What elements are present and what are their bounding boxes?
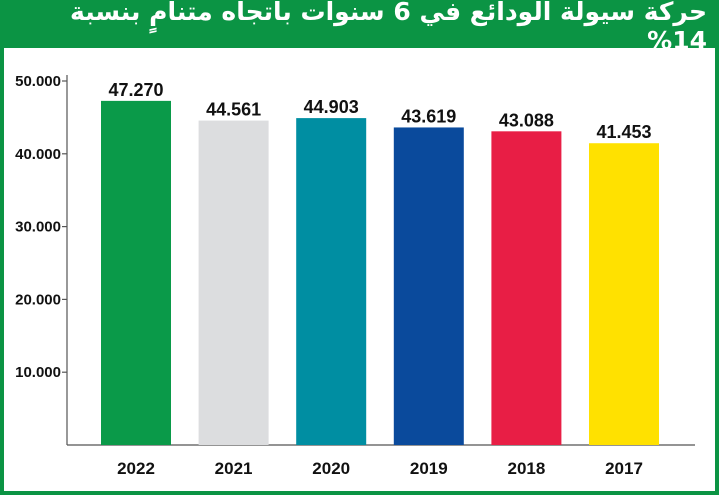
chart-title-bar: حركة سيولة الودائع في 6 سنوات باتجاه متن…	[4, 0, 715, 55]
data-label-2017: 41.453	[596, 122, 651, 142]
data-label-2019: 43.619	[401, 106, 456, 126]
y-tick-label: 10.000	[15, 364, 61, 381]
x-label-2022: 2022	[117, 459, 155, 478]
bar-series	[101, 100, 659, 446]
bar-2022	[101, 100, 171, 446]
x-label-2018: 2018	[507, 459, 545, 478]
y-tick-label: 50.000	[15, 73, 61, 90]
data-label-2022: 47.270	[108, 80, 163, 100]
x-label-2021: 2021	[215, 459, 253, 478]
chart-title: حركة سيولة الودائع في 6 سنوات باتجاه متن…	[70, 0, 707, 55]
bar-2018	[491, 131, 562, 445]
x-axis-labels: 2022 2021 2020 2019 2018 2017	[117, 459, 643, 478]
data-label-2020: 44.903	[304, 97, 359, 117]
y-tick-label: 20.000	[15, 291, 61, 308]
bar-2021	[198, 120, 269, 445]
y-tick-label: 30.000	[15, 219, 61, 236]
bar-2017	[589, 143, 659, 445]
bar-2019	[393, 127, 464, 446]
x-label-2019: 2019	[410, 459, 448, 478]
y-tick-label: 40.000	[15, 146, 61, 163]
bar-chart: 10.000 20.000 30.000 40.000 50.000 47.270 44.…	[15, 73, 695, 478]
bar-2020	[296, 118, 367, 445]
data-label-2021: 44.561	[206, 100, 261, 120]
data-label-2018: 43.088	[499, 110, 554, 130]
x-label-2020: 2020	[312, 459, 350, 478]
data-labels: 47.270 44.561 44.903 43.619 43.088 41.453	[108, 80, 651, 142]
y-axis-ticks: 10.000 20.000 30.000 40.000 50.000	[15, 73, 67, 381]
x-label-2017: 2017	[605, 459, 643, 478]
